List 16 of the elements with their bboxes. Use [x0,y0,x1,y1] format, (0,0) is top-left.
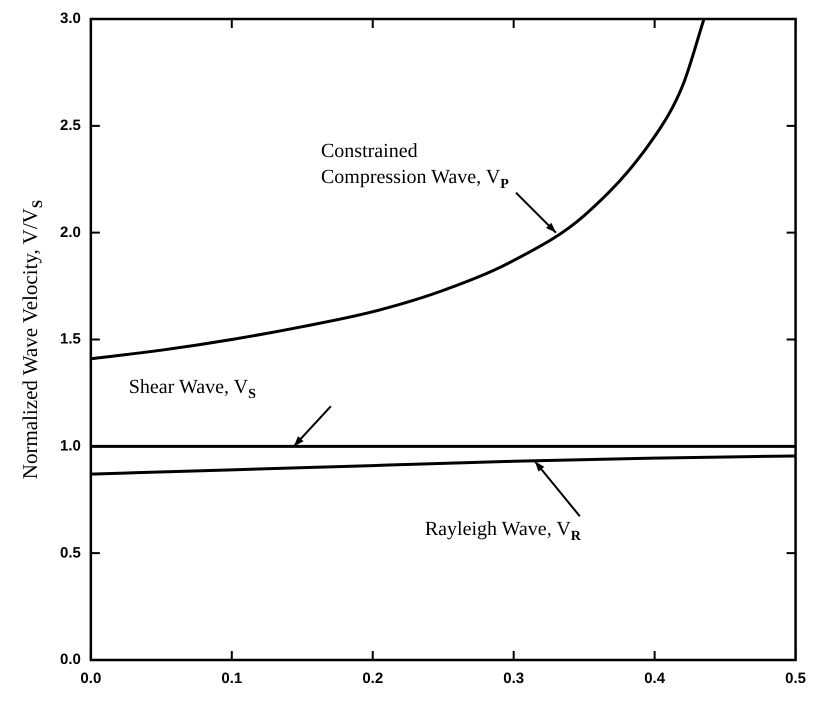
x-tick-label: 0.5 [785,670,806,688]
x-tick-label: 0.1 [221,670,242,688]
x-tick-label: 0.4 [644,670,666,688]
y-tick-label: 0.0 [60,651,81,668]
y-tick-label: 3.0 [60,10,81,28]
y-tick-label: 2.5 [60,116,81,134]
x-tick-label: 0.3 [503,670,524,688]
y-tick-label: 1.0 [60,437,81,454]
annotation: Rayleigh Wave, V$_{R}$ [424,517,581,546]
x-tick-label: 0.2 [362,670,384,688]
annotation: Constrained Compression Wave, V$_{P}$ [320,138,509,194]
y-tick-label: 0.5 [60,544,81,562]
annotation: Shear Wave, V$_{S}$ [128,375,256,404]
x-tick-label: 0.0 [80,670,102,688]
y-tick-label: 1.5 [60,330,81,348]
y-tick-label: 2.0 [60,224,81,241]
